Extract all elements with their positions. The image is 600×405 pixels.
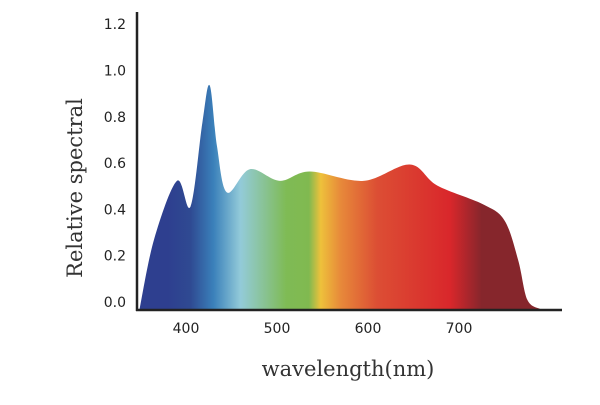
spectrum-area — [139, 84, 540, 310]
y-axis-label: Relative spectral — [63, 98, 87, 278]
x-tick-label: 600 — [355, 321, 382, 337]
x-axis-label: wavelength(nm) — [262, 357, 435, 381]
y-tick-label: 0.2 — [104, 249, 126, 265]
y-tick-label: 0.8 — [104, 110, 126, 126]
y-tick-label: 0.6 — [104, 156, 126, 172]
x-tick-label: 400 — [173, 321, 200, 337]
y-tick-labels: 0.0 0.2 0.4 0.6 0.8 1.0 1.2 — [104, 17, 126, 311]
y-tick-label: 1.2 — [104, 17, 126, 33]
x-tick-label: 700 — [446, 321, 473, 337]
y-tick-label: 1.0 — [104, 64, 126, 80]
x-tick-label: 500 — [264, 321, 291, 337]
y-tick-label: 0.4 — [104, 202, 126, 218]
y-tick-label: 0.0 — [104, 295, 126, 311]
x-tick-labels: 400 500 600 700 — [173, 321, 473, 337]
